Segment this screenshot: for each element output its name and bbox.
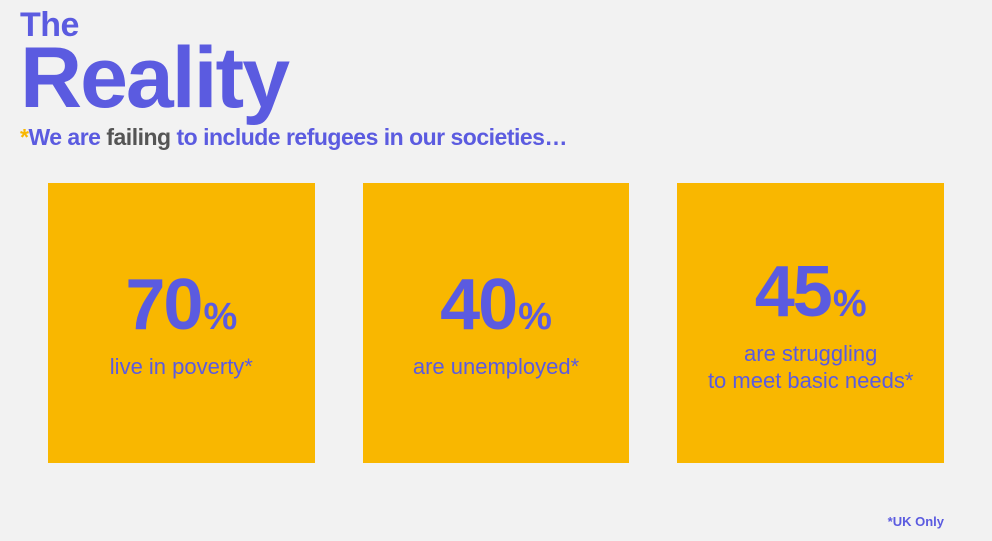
stat-percent: % bbox=[833, 283, 867, 326]
stat-label: are unemployed* bbox=[403, 354, 589, 380]
subtitle: *We are failing to include refugees in o… bbox=[20, 124, 972, 151]
header: The Reality *We are failing to include r… bbox=[0, 0, 992, 151]
stat-card-poverty: 70 % live in poverty* bbox=[48, 183, 315, 463]
stat-number: 45 bbox=[755, 251, 831, 333]
stat-value: 40 % bbox=[440, 264, 552, 346]
stat-label: live in poverty* bbox=[100, 354, 263, 380]
cards-container: 70 % live in poverty* 40 % are unemploye… bbox=[0, 183, 992, 463]
stat-value: 45 % bbox=[755, 251, 867, 333]
title-reality: Reality bbox=[20, 38, 972, 120]
stat-number: 40 bbox=[440, 264, 516, 346]
stat-number: 70 bbox=[125, 264, 201, 346]
subtitle-failing: failing bbox=[106, 124, 170, 150]
stat-percent: % bbox=[518, 296, 552, 339]
stat-card-unemployed: 40 % are unemployed* bbox=[363, 183, 630, 463]
stat-percent: % bbox=[203, 296, 237, 339]
subtitle-part2: to include refugees in our societies… bbox=[171, 124, 567, 150]
footnote: *UK Only bbox=[888, 514, 944, 529]
stat-card-struggling: 45 % are strugglingto meet basic needs* bbox=[677, 183, 944, 463]
stat-value: 70 % bbox=[125, 264, 237, 346]
stat-label: are strugglingto meet basic needs* bbox=[698, 341, 923, 394]
subtitle-part1: We are bbox=[28, 124, 106, 150]
